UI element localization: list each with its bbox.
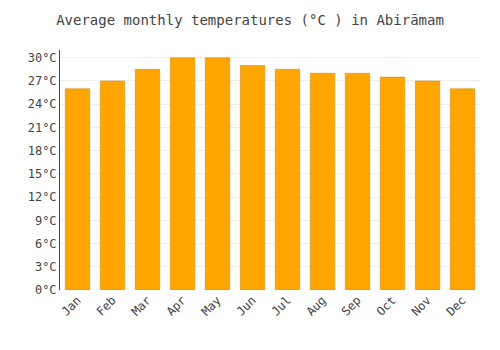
svg-text:Nov: Nov	[409, 293, 434, 318]
svg-text:Aug: Aug	[304, 293, 329, 318]
svg-text:Jul: Jul	[269, 293, 294, 318]
svg-text:12°C: 12°C	[28, 190, 57, 204]
svg-text:Mar: Mar	[129, 293, 154, 318]
svg-text:May: May	[199, 293, 224, 318]
svg-text:24°C: 24°C	[28, 97, 57, 111]
svg-text:Jan: Jan	[59, 293, 84, 318]
svg-text:3°C: 3°C	[35, 260, 57, 274]
svg-text:Oct: Oct	[374, 293, 399, 318]
svg-text:27°C: 27°C	[28, 74, 57, 88]
svg-text:9°C: 9°C	[35, 214, 57, 228]
svg-text:Jun: Jun	[234, 293, 259, 318]
svg-text:18°C: 18°C	[28, 144, 57, 158]
svg-text:21°C: 21°C	[28, 121, 57, 135]
svg-text:Sep: Sep	[339, 293, 364, 318]
svg-text:Feb: Feb	[94, 293, 119, 318]
svg-text:15°C: 15°C	[28, 167, 57, 181]
svg-text:Dec: Dec	[444, 293, 469, 318]
svg-text:0°C: 0°C	[35, 283, 57, 297]
svg-text:30°C: 30°C	[28, 51, 57, 65]
svg-text:6°C: 6°C	[35, 237, 57, 251]
svg-text:Average monthly temperatures (: Average monthly temperatures (°C ) in Ab…	[56, 12, 444, 28]
svg-text:Apr: Apr	[164, 293, 189, 318]
